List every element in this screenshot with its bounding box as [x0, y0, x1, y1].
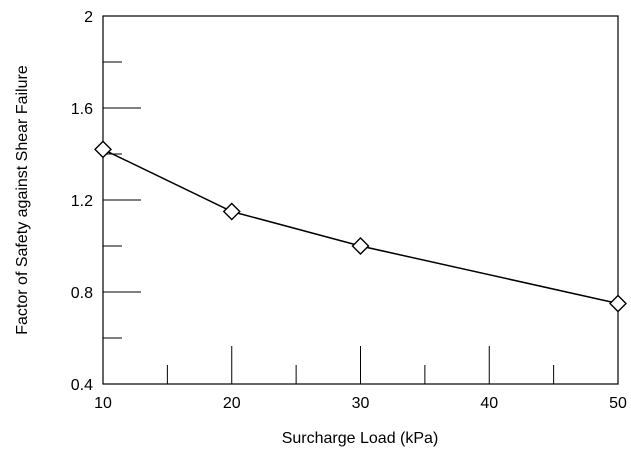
- data-point-marker: [94, 140, 112, 159]
- x-tick-label: 20: [223, 395, 241, 412]
- x-tick-label: 40: [480, 395, 498, 412]
- y-tick-label: 2: [84, 9, 93, 26]
- series-line: [102, 148, 619, 305]
- x-tick-label: 50: [609, 395, 627, 412]
- ticks: [103, 61, 555, 384]
- tick-labels: 10 20 30 40 50 0.4 0.8 1.2 1.6 2: [71, 9, 627, 412]
- x-axis-title: Surcharge Load (kPa): [282, 430, 439, 447]
- data-point-marker: [351, 237, 370, 255]
- plot-frame: [102, 15, 619, 385]
- data-point-marker: [222, 202, 241, 221]
- data-point-marker: [609, 294, 627, 313]
- y-tick-label: 1.2: [71, 193, 93, 210]
- y-axis-title: Factor of Safety against Shear Failure: [14, 65, 31, 335]
- y-tick-label: 0.4: [71, 377, 93, 394]
- series: [94, 140, 627, 313]
- y-tick-label: 1.6: [71, 101, 93, 118]
- y-tick-label: 0.8: [71, 285, 93, 302]
- x-tick-label: 10: [94, 395, 112, 412]
- x-tick-label: 30: [352, 395, 370, 412]
